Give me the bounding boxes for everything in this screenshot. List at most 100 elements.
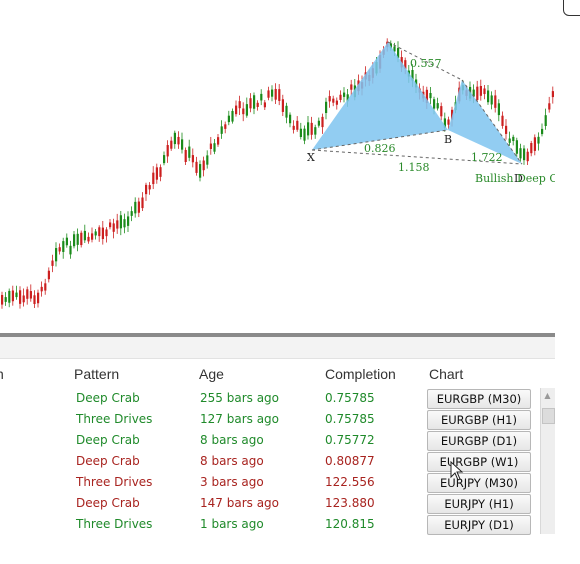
candle-body: [253, 95, 256, 109]
table-scrollbar[interactable]: ▲: [540, 388, 555, 534]
chart-button[interactable]: EURGBP (D1): [427, 431, 531, 451]
candle-body: [112, 223, 115, 232]
pattern-cell: Three Drives: [76, 517, 153, 531]
pattern-cell: Deep Crab: [76, 391, 140, 405]
chart-button[interactable]: EURGBP (H1): [427, 410, 531, 430]
candle-body: [436, 103, 439, 109]
pattern-cell: Deep Crab: [76, 433, 140, 447]
chart-button[interactable]: EURJPY (M30): [427, 473, 531, 493]
candle-body: [69, 245, 72, 255]
candle-body: [443, 118, 446, 128]
completion-cell: 0.75785: [325, 412, 375, 426]
candle-body: [451, 109, 454, 120]
age-cell: 1 bars ago: [200, 517, 264, 531]
col-header-age[interactable]: Age: [199, 366, 224, 382]
candle-body: [177, 136, 180, 145]
candle-body: [429, 92, 432, 99]
candle-body: [256, 102, 259, 107]
candle-body: [476, 86, 479, 100]
panel-toolbar: [0, 337, 555, 359]
candle-body: [148, 185, 151, 190]
scroll-up-icon[interactable]: ▲: [544, 391, 551, 400]
candle-body: [321, 116, 324, 128]
chart-button[interactable]: EURGBP (W1): [427, 452, 531, 472]
candle-body: [4, 297, 7, 302]
candle-body: [80, 232, 83, 246]
col-header-chart[interactable]: Chart: [429, 366, 464, 382]
pattern-triangle-xab: [312, 42, 448, 150]
age-cell: 147 bars ago: [200, 496, 280, 510]
candle-body: [188, 146, 191, 158]
scroll-thumb[interactable]: [542, 408, 555, 424]
candle-body: [163, 155, 166, 164]
col-header-pattern[interactable]: Pattern: [74, 366, 120, 382]
ratio-label-1: 0.557: [410, 57, 442, 70]
candle-body: [267, 90, 270, 98]
completion-cell: 0.75772: [325, 433, 375, 447]
candle-body: [191, 155, 194, 163]
chart-button[interactable]: EURJPY (D1): [427, 515, 531, 535]
ratio-line-3: [311, 149, 523, 165]
candle-body: [530, 143, 533, 154]
candle-body: [181, 139, 184, 150]
window-corner: [563, 0, 580, 16]
candle-body: [206, 155, 209, 165]
candle-body: [274, 88, 277, 100]
candle-body: [33, 295, 36, 305]
candle-body: [202, 160, 205, 171]
candle-body: [37, 292, 40, 304]
candle-body: [425, 89, 428, 103]
candle-body: [119, 215, 122, 229]
candle-body: [314, 127, 317, 135]
candle-body: [440, 106, 443, 117]
candle-body: [296, 120, 299, 130]
candle-body: [51, 260, 54, 266]
completion-cell: 0.80877: [325, 454, 375, 468]
candle-body: [195, 161, 198, 173]
candle-body: [245, 104, 248, 116]
candle-body: [47, 270, 50, 280]
candle-body: [249, 98, 252, 109]
ratio-label-3: 1.158: [398, 161, 430, 174]
point-label-x: X: [307, 151, 315, 164]
candle-body: [310, 122, 313, 135]
candle-body: [260, 93, 263, 101]
candle-body: [303, 128, 306, 141]
price-chart[interactable]: 0.557 0.826 1.158 1.722 X B D Bullish De…: [0, 0, 556, 336]
completion-cell: 0.75785: [325, 391, 375, 405]
age-cell: 3 bars ago: [200, 475, 264, 489]
candle-body: [346, 94, 349, 102]
candle-body: [224, 124, 227, 129]
candle-body: [155, 167, 158, 180]
chart-button[interactable]: EURJPY (H1): [427, 494, 531, 514]
col-header-symbol[interactable]: n: [0, 366, 4, 382]
chart-divider[interactable]: [0, 333, 555, 337]
candle-body: [285, 105, 288, 118]
candle-body: [91, 233, 94, 240]
candle-body: [130, 211, 133, 216]
candle-body: [83, 230, 86, 241]
candle-body: [116, 220, 119, 229]
candle-body: [289, 114, 292, 124]
candle-body: [526, 151, 529, 162]
ratio-label-4: 1.722: [471, 151, 503, 164]
candle-body: [397, 48, 400, 59]
candle-body: [65, 237, 68, 246]
age-cell: 127 bars ago: [200, 412, 280, 426]
chart-button[interactable]: EURGBP (M30): [427, 389, 531, 409]
age-cell: 8 bars ago: [200, 433, 264, 447]
candle-body: [350, 84, 353, 90]
col-header-completion[interactable]: Completion: [325, 366, 396, 382]
pattern-cell: Three Drives: [76, 412, 153, 426]
candle-body: [94, 231, 97, 236]
candle-body: [537, 136, 540, 144]
candle-body: [548, 103, 551, 110]
candle-body: [497, 103, 500, 116]
candle-body: [523, 148, 526, 161]
candle-body: [404, 60, 407, 69]
candle-body: [127, 216, 130, 226]
candle-body: [134, 201, 137, 214]
age-cell: 255 bars ago: [200, 391, 280, 405]
candle-body: [508, 138, 511, 143]
candle-body: [447, 119, 450, 125]
